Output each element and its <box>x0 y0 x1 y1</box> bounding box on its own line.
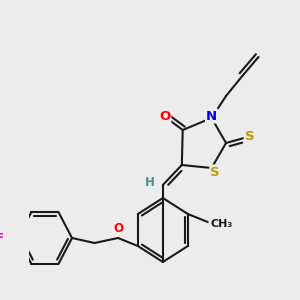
Text: S: S <box>245 130 254 142</box>
Text: S: S <box>210 166 220 178</box>
Text: O: O <box>113 221 123 235</box>
Text: F: F <box>0 232 4 244</box>
Text: O: O <box>159 110 170 122</box>
Text: H: H <box>145 176 155 190</box>
Text: N: N <box>206 110 217 122</box>
Text: CH₃: CH₃ <box>210 219 233 229</box>
